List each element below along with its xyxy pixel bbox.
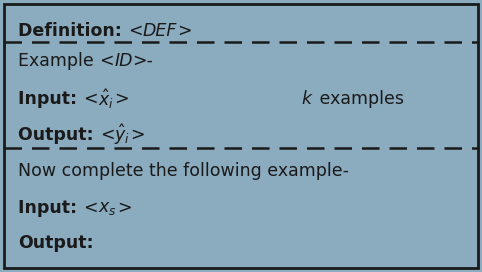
Text: >: >: [117, 199, 131, 217]
Text: >: >: [177, 22, 191, 40]
Text: $\hat{x}_i$: $\hat{x}_i$: [98, 87, 114, 111]
Text: <: <: [100, 52, 114, 70]
Text: <: <: [83, 199, 98, 217]
Text: <: <: [128, 22, 143, 40]
Text: >: >: [131, 126, 145, 144]
Text: $x_s$: $x_s$: [98, 199, 117, 217]
Text: Example: Example: [18, 52, 100, 70]
Text: DEF: DEF: [143, 22, 177, 40]
Text: >-: >-: [133, 52, 153, 70]
Text: Input:: Input:: [18, 199, 83, 217]
Text: <: <: [100, 126, 114, 144]
Text: Definition:: Definition:: [18, 22, 128, 40]
Text: Now complete the following example-: Now complete the following example-: [18, 162, 349, 180]
Text: <: <: [83, 90, 98, 108]
FancyBboxPatch shape: [4, 4, 478, 268]
Text: $\hat{y}_i$: $\hat{y}_i$: [114, 122, 131, 147]
Text: >: >: [114, 90, 129, 108]
Text: $k$: $k$: [301, 90, 314, 108]
Text: Input:: Input:: [18, 90, 83, 108]
Text: ID: ID: [114, 52, 133, 70]
Text: Output:: Output:: [18, 234, 94, 252]
Text: examples: examples: [314, 90, 404, 108]
Text: Output:: Output:: [18, 126, 100, 144]
